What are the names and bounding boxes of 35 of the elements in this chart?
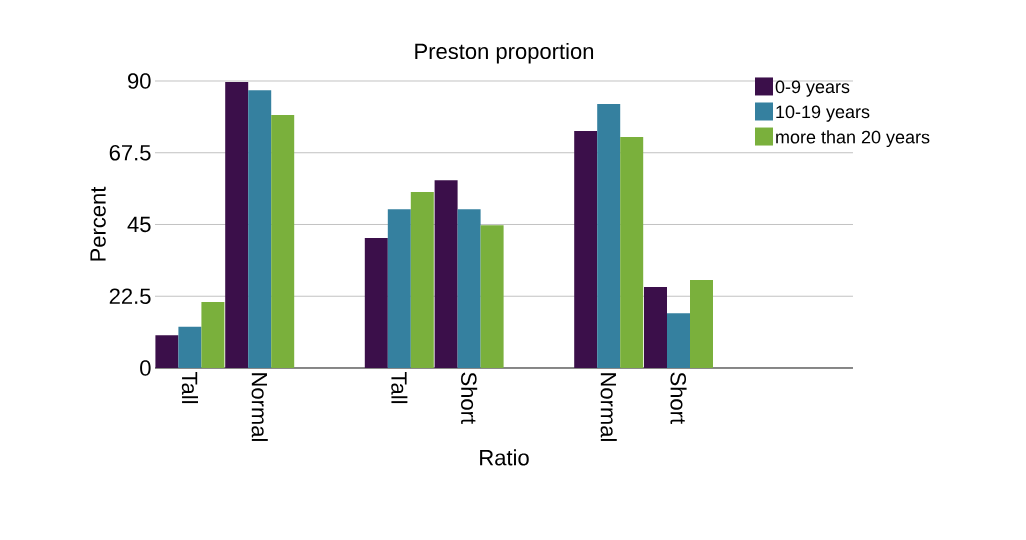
bar — [597, 103, 621, 368]
x-tick-label: Normal — [600, 373, 617, 441]
chart-title: Preston proportion — [415, 42, 594, 64]
y-tick-label: 67.5 — [109, 144, 151, 161]
bar — [178, 326, 202, 368]
y-tick-label: 0 — [140, 360, 151, 376]
bar — [457, 209, 481, 368]
y-tick-label: 22.5 — [109, 288, 151, 305]
bar — [667, 313, 690, 368]
bar — [480, 225, 504, 368]
bar — [387, 209, 411, 368]
bar — [271, 115, 295, 368]
x-tick-label: Normal — [251, 373, 268, 441]
bar — [434, 180, 458, 368]
bar — [644, 286, 667, 368]
bar — [248, 90, 272, 368]
y-axis-title: Percent — [90, 186, 106, 261]
legend-label: 10-19 years — [776, 105, 870, 122]
bar — [201, 301, 225, 368]
bar — [690, 279, 713, 368]
x-axis-title: Ratio — [480, 449, 529, 466]
legend-label: 0-9 years — [775, 80, 850, 97]
x-tick-label: Short — [670, 372, 687, 424]
bar — [155, 335, 179, 368]
bar — [620, 137, 644, 368]
bar — [574, 131, 598, 368]
y-tick-label: 90 — [128, 73, 151, 89]
x-tick-label: Tall — [391, 372, 408, 404]
bar — [225, 81, 249, 368]
x-tick-label: Tall — [181, 372, 198, 404]
y-tick-label: 45 — [127, 216, 151, 233]
legend-label: more than 20 years — [776, 130, 930, 148]
x-tick-label: Short — [461, 372, 478, 424]
bar — [364, 237, 388, 368]
bar — [410, 191, 434, 368]
